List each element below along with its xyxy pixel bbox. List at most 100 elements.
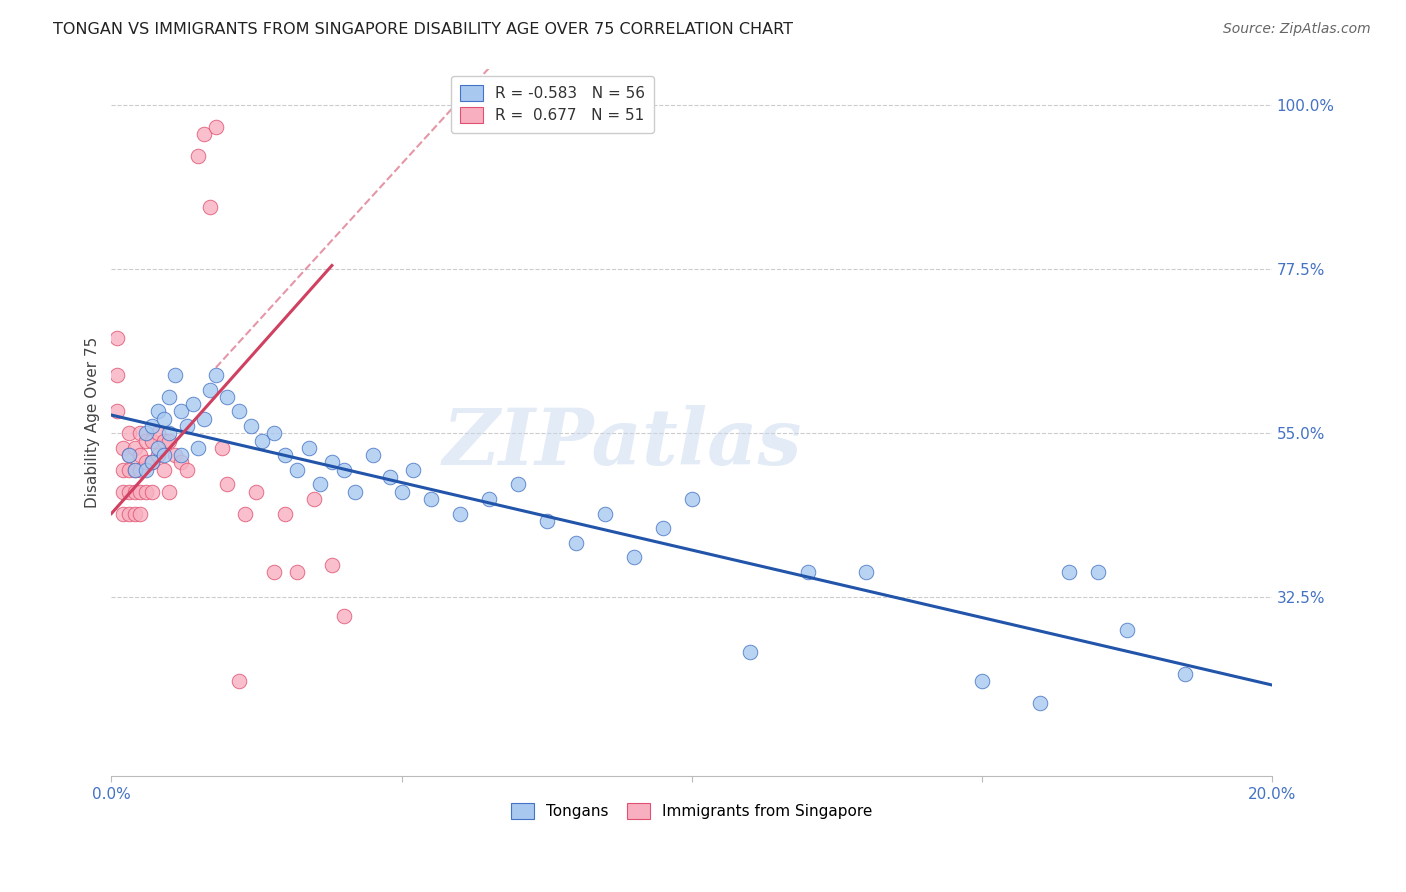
- Point: [239, 419, 262, 434]
- Text: Source: ZipAtlas.com: Source: ZipAtlas.com: [1223, 22, 1371, 37]
- Point: [506, 477, 529, 491]
- Point: [536, 514, 558, 528]
- Point: [233, 507, 256, 521]
- Point: [111, 484, 134, 499]
- Point: [135, 434, 157, 448]
- Point: [152, 434, 174, 448]
- Point: [402, 463, 425, 477]
- Text: ZIPatlas: ZIPatlas: [443, 405, 801, 482]
- Point: [332, 608, 354, 623]
- Point: [274, 448, 297, 462]
- Point: [211, 441, 233, 455]
- Point: [263, 426, 285, 441]
- Point: [159, 434, 181, 448]
- Point: [141, 434, 163, 448]
- Point: [193, 411, 215, 425]
- Point: [135, 455, 157, 469]
- Point: [309, 477, 332, 491]
- Point: [187, 149, 209, 163]
- Point: [228, 674, 250, 689]
- Point: [321, 558, 343, 572]
- Point: [361, 448, 384, 462]
- Point: [477, 491, 499, 506]
- Point: [118, 448, 141, 462]
- Point: [165, 368, 187, 382]
- Point: [193, 127, 215, 141]
- Point: [159, 484, 181, 499]
- Point: [198, 200, 221, 214]
- Point: [159, 390, 181, 404]
- Point: [129, 463, 152, 477]
- Point: [321, 455, 343, 469]
- Point: [593, 507, 616, 521]
- Point: [105, 331, 128, 345]
- Point: [332, 463, 354, 477]
- Point: [170, 455, 193, 469]
- Point: [124, 484, 146, 499]
- Point: [391, 484, 413, 499]
- Point: [419, 491, 441, 506]
- Point: [146, 404, 169, 418]
- Point: [738, 645, 761, 659]
- Point: [152, 463, 174, 477]
- Point: [141, 455, 163, 469]
- Point: [855, 565, 877, 579]
- Point: [141, 484, 163, 499]
- Point: [135, 484, 157, 499]
- Point: [970, 674, 993, 689]
- Point: [105, 368, 128, 382]
- Point: [146, 448, 169, 462]
- Point: [228, 404, 250, 418]
- Point: [111, 507, 134, 521]
- Point: [135, 426, 157, 441]
- Point: [285, 565, 308, 579]
- Point: [1029, 696, 1052, 710]
- Point: [118, 426, 141, 441]
- Point: [124, 463, 146, 477]
- Point: [298, 441, 321, 455]
- Point: [124, 463, 146, 477]
- Point: [152, 411, 174, 425]
- Point: [217, 477, 239, 491]
- Point: [159, 426, 181, 441]
- Point: [129, 484, 152, 499]
- Point: [170, 448, 193, 462]
- Point: [118, 484, 141, 499]
- Text: TONGAN VS IMMIGRANTS FROM SINGAPORE DISABILITY AGE OVER 75 CORRELATION CHART: TONGAN VS IMMIGRANTS FROM SINGAPORE DISA…: [53, 22, 793, 37]
- Point: [181, 397, 204, 411]
- Point: [141, 455, 163, 469]
- Point: [651, 521, 673, 535]
- Point: [205, 368, 228, 382]
- Point: [681, 491, 703, 506]
- Point: [146, 441, 169, 455]
- Point: [187, 441, 209, 455]
- Point: [105, 404, 128, 418]
- Point: [111, 441, 134, 455]
- Point: [217, 390, 239, 404]
- Point: [176, 463, 198, 477]
- Point: [129, 448, 152, 462]
- Point: [111, 463, 134, 477]
- Point: [118, 507, 141, 521]
- Point: [129, 507, 152, 521]
- Point: [141, 419, 163, 434]
- Point: [252, 434, 274, 448]
- Point: [245, 484, 267, 499]
- Y-axis label: Disability Age Over 75: Disability Age Over 75: [86, 336, 100, 508]
- Point: [1174, 667, 1197, 681]
- Point: [304, 491, 326, 506]
- Point: [198, 383, 221, 397]
- Point: [1057, 565, 1080, 579]
- Legend: Tongans, Immigrants from Singapore: Tongans, Immigrants from Singapore: [505, 797, 879, 825]
- Point: [176, 419, 198, 434]
- Point: [378, 470, 401, 484]
- Point: [124, 441, 146, 455]
- Point: [796, 565, 818, 579]
- Point: [118, 448, 141, 462]
- Point: [344, 484, 367, 499]
- Point: [1115, 624, 1137, 638]
- Point: [1087, 565, 1109, 579]
- Point: [274, 507, 297, 521]
- Point: [135, 463, 157, 477]
- Point: [129, 426, 152, 441]
